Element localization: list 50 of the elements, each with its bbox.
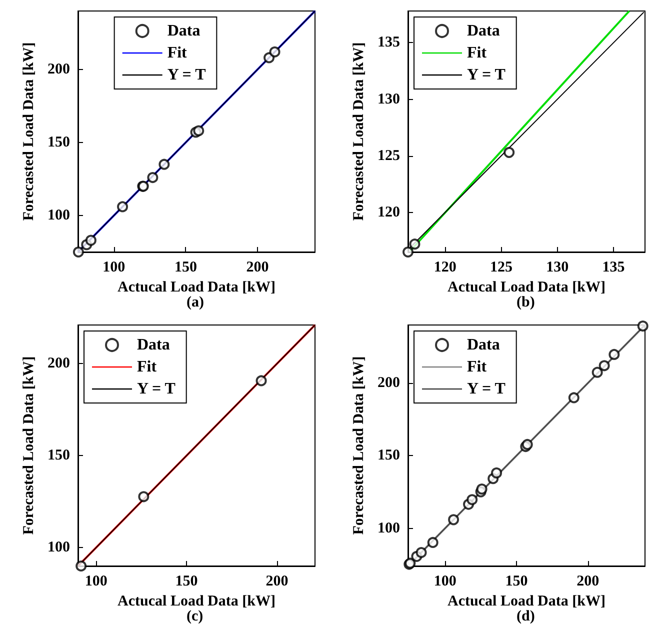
legend-label: Fit [467,358,488,376]
y-axis-title: Forecasted Load Data [kW] [21,356,38,535]
x-tick-label: 150 [505,574,528,590]
x-tick-label: 200 [576,574,600,590]
legend-label: Y = T [167,66,206,84]
x-tick-label: 200 [266,574,288,590]
legend-label: Fit [137,358,158,376]
y-tick-label: 100 [48,540,70,556]
text: (d) [516,608,535,624]
legend-label: Data [467,22,500,40]
y-tick-label: 150 [378,448,400,464]
legend-label: Data [137,336,170,354]
text: (a) [186,294,204,310]
x-tick-label: 150 [174,260,197,276]
y-tick-label: 125 [378,148,400,164]
x-tick-label: 125 [490,260,512,276]
legend-label: Y = T [137,380,176,398]
y-tick-label: 150 [48,448,70,464]
y-axis-title: Forecasted Load Data [kW] [351,42,368,221]
y-axis-title: Forecasted Load Data [kW] [21,42,38,221]
x-axis-title: Actucal Load Data [kW] [118,593,276,610]
y-tick-label: 120 [378,204,400,220]
y-tick-label: 150 [48,134,70,150]
x-axis-title: Actucal Load Data [kW] [448,593,606,610]
x-tick-label: 100 [434,574,456,590]
text: (b) [516,294,535,310]
legend-label: Fit [167,44,188,62]
y-tick-label: 100 [378,520,400,536]
legend-label: Y = T [467,380,506,398]
legend-label: Fit [467,44,488,62]
y-tick-label: 100 [48,207,70,224]
x-tick-label: 200 [246,260,269,276]
x-axis-title: Actucal Load Data [kW] [118,279,276,296]
x-tick-label: 120 [434,260,456,276]
y-tick-label: 200 [48,356,70,372]
text: (c) [186,608,204,624]
x-axis-title: Actucal Load Data [kW] [448,279,606,296]
y-tick-label: 200 [378,375,400,392]
legend-label: Y = T [467,66,506,84]
x-tick-label: 150 [175,574,198,590]
y-axis-title: Forecasted Load Data [kW] [351,356,368,535]
legend-label: Data [467,336,500,354]
y-tick-label: 130 [378,91,400,108]
x-tick-label: 130 [546,260,569,276]
x-tick-label: 100 [84,574,108,590]
x-tick-label: 135 [602,260,625,276]
y-tick-label: 135 [378,34,400,51]
legend-label: Data [167,22,200,40]
x-tick-label: 100 [102,260,126,276]
y-tick-label: 200 [48,61,70,78]
